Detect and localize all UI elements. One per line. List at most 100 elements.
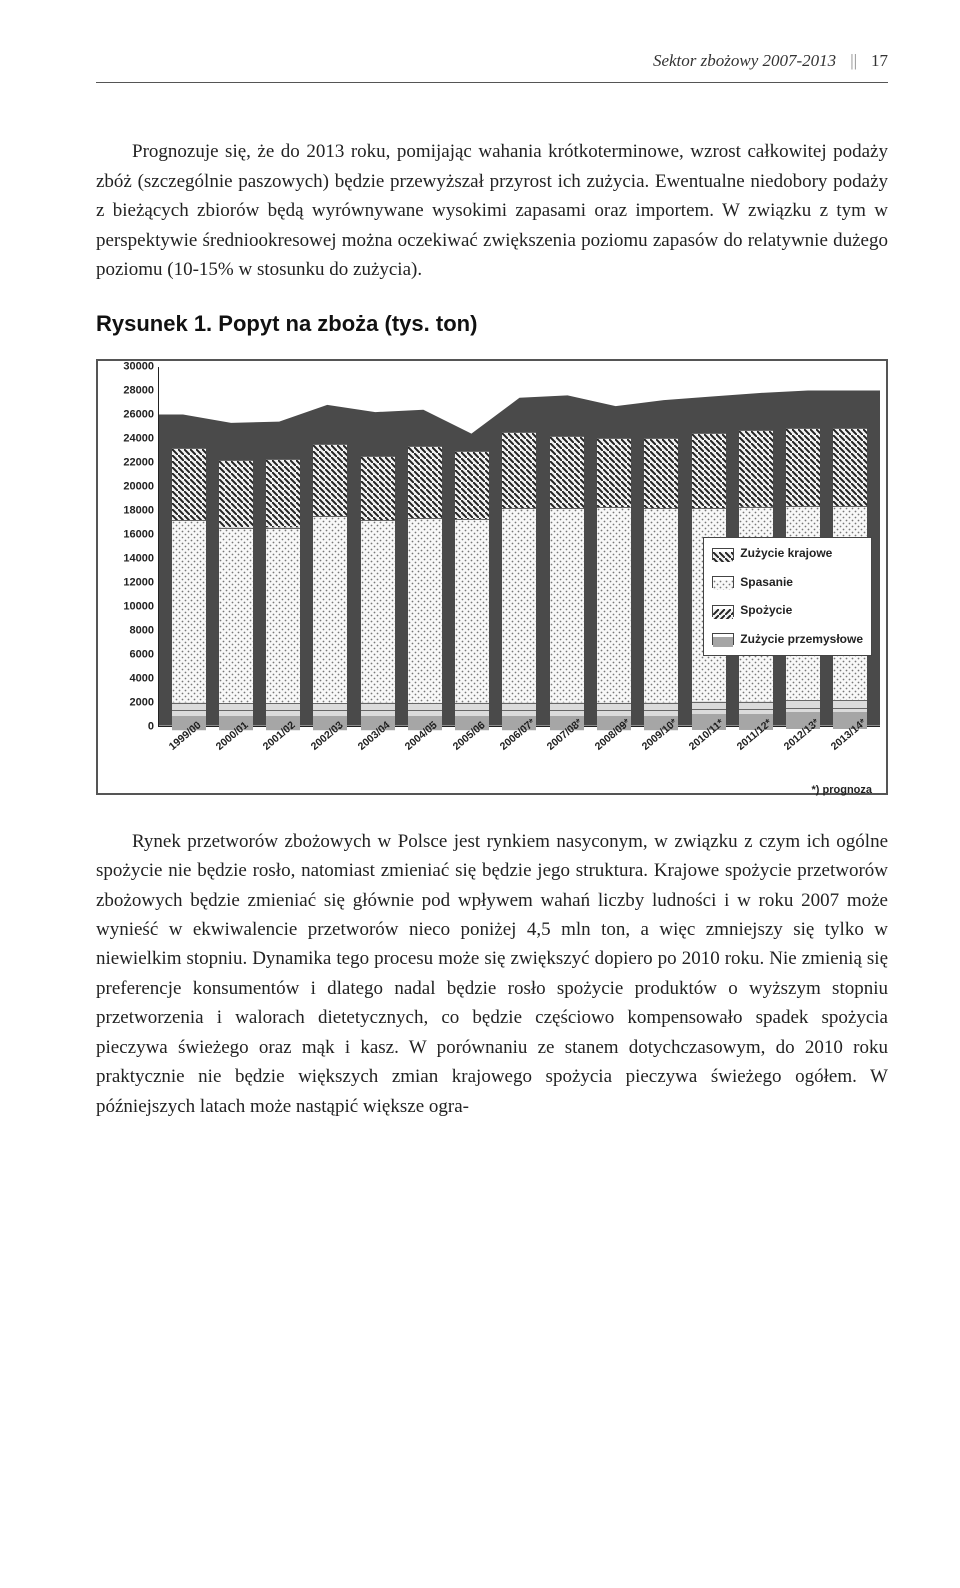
y-tick-label: 22000 bbox=[123, 454, 154, 471]
y-tick-label: 2000 bbox=[130, 694, 154, 711]
bar-segment-spozycie bbox=[644, 703, 678, 710]
bar-segment-krajowe bbox=[502, 432, 536, 509]
legend-label: Spożycie bbox=[740, 601, 792, 620]
bar-segment-spozycie bbox=[172, 703, 206, 710]
bar-segment-spozycie bbox=[786, 700, 820, 707]
bar-segment-krajowe bbox=[692, 433, 726, 509]
bar-segment-spozycie bbox=[833, 700, 867, 707]
y-tick-label: 10000 bbox=[123, 598, 154, 615]
legend-item-spasanie: Spasanie bbox=[712, 573, 863, 592]
y-tick-label: 0 bbox=[148, 718, 154, 735]
bar-segment-spasanie bbox=[644, 508, 678, 702]
y-axis: 0200040006000800010000120001400016000180… bbox=[104, 367, 158, 727]
bar bbox=[219, 460, 253, 725]
legend-item-spozycie: Spożycie bbox=[712, 601, 863, 620]
y-tick-label: 8000 bbox=[130, 622, 154, 639]
x-tick-label: 2012/13* bbox=[780, 720, 837, 779]
y-tick-label: 12000 bbox=[123, 574, 154, 591]
bar-segment-spozycie bbox=[739, 702, 773, 709]
bar-segment-spozycie bbox=[361, 703, 395, 710]
x-tick-label: 2010/11* bbox=[686, 720, 743, 779]
bar-segment-spozycie bbox=[692, 702, 726, 709]
x-tick-label: 2009/10* bbox=[638, 720, 695, 779]
paragraph-2: Rynek przetworów zbożowych w Polsce jest… bbox=[96, 827, 888, 1121]
legend: Zużycie krajowe Spasanie Spożycie Zużycie p… bbox=[703, 537, 872, 655]
page-header: Sektor zbożowy 2007-2013 || 17 bbox=[96, 48, 888, 74]
bar-segment-spozycie bbox=[219, 703, 253, 710]
bar-segment-spasanie bbox=[550, 508, 584, 702]
x-tick-label: 2007/08* bbox=[544, 720, 601, 779]
bar-segment-spasanie bbox=[502, 508, 536, 702]
bar-segment-spozycie bbox=[313, 703, 347, 710]
bar bbox=[313, 444, 347, 726]
y-tick-label: 4000 bbox=[130, 670, 154, 687]
figure-title: Rysunek 1. Popyt na zboża (tys. ton) bbox=[96, 307, 888, 341]
paragraph-2-text: Rynek przetworów zbożowych w Polsce jest… bbox=[96, 831, 888, 1117]
x-axis-labels: 1999/002000/012001/022002/032003/042004/… bbox=[158, 727, 880, 775]
x-tick-label: 1999/00 bbox=[165, 720, 222, 779]
bar bbox=[361, 456, 395, 726]
x-tick-label: 2004/05 bbox=[402, 720, 459, 779]
x-tick-label: 2005/06 bbox=[449, 720, 506, 779]
y-tick-label: 20000 bbox=[123, 478, 154, 495]
x-tick-label: 2003/04 bbox=[354, 720, 411, 779]
bar bbox=[597, 438, 631, 726]
y-tick-label: 26000 bbox=[123, 406, 154, 423]
bar-segment-spozycie bbox=[455, 703, 489, 710]
bar-segment-spozycie bbox=[408, 703, 442, 710]
header-rule bbox=[96, 82, 888, 83]
y-tick-label: 14000 bbox=[123, 550, 154, 567]
x-tick-label: 2000/01 bbox=[212, 720, 269, 779]
x-tick-label: 2013/14* bbox=[828, 720, 885, 779]
bar-segment-spasanie bbox=[313, 516, 347, 703]
bar-segment-krajowe bbox=[786, 428, 820, 506]
bar bbox=[550, 436, 584, 725]
y-tick-label: 18000 bbox=[123, 502, 154, 519]
bar bbox=[455, 451, 489, 726]
bar-segment-krajowe bbox=[597, 438, 631, 508]
page-number: 17 bbox=[871, 48, 888, 74]
bar-segment-spasanie bbox=[597, 507, 631, 703]
paragraph-1-text: Prognozuje się, że do 2013 roku, pomijaj… bbox=[96, 141, 888, 280]
bar-segment-spasanie bbox=[266, 528, 300, 703]
bar-segment-krajowe bbox=[313, 444, 347, 516]
y-tick-label: 24000 bbox=[123, 430, 154, 447]
bar bbox=[408, 446, 442, 726]
plot-area: Zużycie krajowe Spasanie Spożycie Zużycie p… bbox=[158, 367, 880, 727]
bar-segment-krajowe bbox=[739, 430, 773, 507]
x-tick-label: 2011/12* bbox=[733, 720, 790, 779]
y-tick-label: 6000 bbox=[130, 646, 154, 663]
y-tick-label: 16000 bbox=[123, 526, 154, 543]
legend-label: Zużycie przemysłowe bbox=[740, 630, 863, 649]
legend-item-przemyslowe: Zużycie przemysłowe bbox=[712, 630, 863, 649]
bar-segment-krajowe bbox=[266, 459, 300, 527]
bar-segment-krajowe bbox=[833, 428, 867, 506]
bar-segment-spozycie bbox=[597, 703, 631, 710]
bar-segment-spasanie bbox=[455, 519, 489, 703]
legend-item-krajowe: Zużycie krajowe bbox=[712, 544, 863, 563]
bar-segment-spasanie bbox=[408, 518, 442, 703]
bar-segment-spasanie bbox=[219, 528, 253, 703]
x-tick-label: 2006/07* bbox=[496, 720, 553, 779]
bar-segment-krajowe bbox=[219, 460, 253, 527]
chart-footnote: *) prognoza bbox=[812, 782, 873, 799]
bar-segment-krajowe bbox=[361, 456, 395, 521]
bar-segment-spozycie bbox=[266, 703, 300, 710]
legend-label: Spasanie bbox=[740, 573, 793, 592]
header-title: Sektor zbożowy 2007-2013 bbox=[653, 48, 836, 74]
bar-segment-krajowe bbox=[550, 436, 584, 508]
chart-frame: 0 2000 4000 6000 8000 10000 12000 14000 16000 180… bbox=[96, 359, 888, 795]
bar-segment-spasanie bbox=[361, 520, 395, 702]
paragraph-1: Prognozuje się, że do 2013 roku, pomijaj… bbox=[96, 137, 888, 284]
bar-segment-krajowe bbox=[455, 451, 489, 519]
header-separator: || bbox=[850, 48, 857, 74]
bar bbox=[266, 459, 300, 725]
legend-label: Zużycie krajowe bbox=[740, 544, 832, 563]
bar-segment-krajowe bbox=[172, 448, 206, 520]
bar-segment-krajowe bbox=[408, 446, 442, 518]
bar-segment-krajowe bbox=[644, 438, 678, 509]
bar bbox=[502, 432, 536, 726]
bar-segment-spasanie bbox=[172, 520, 206, 702]
x-tick-label: 2001/02 bbox=[260, 720, 317, 779]
x-tick-label: 2008/09* bbox=[591, 720, 648, 779]
